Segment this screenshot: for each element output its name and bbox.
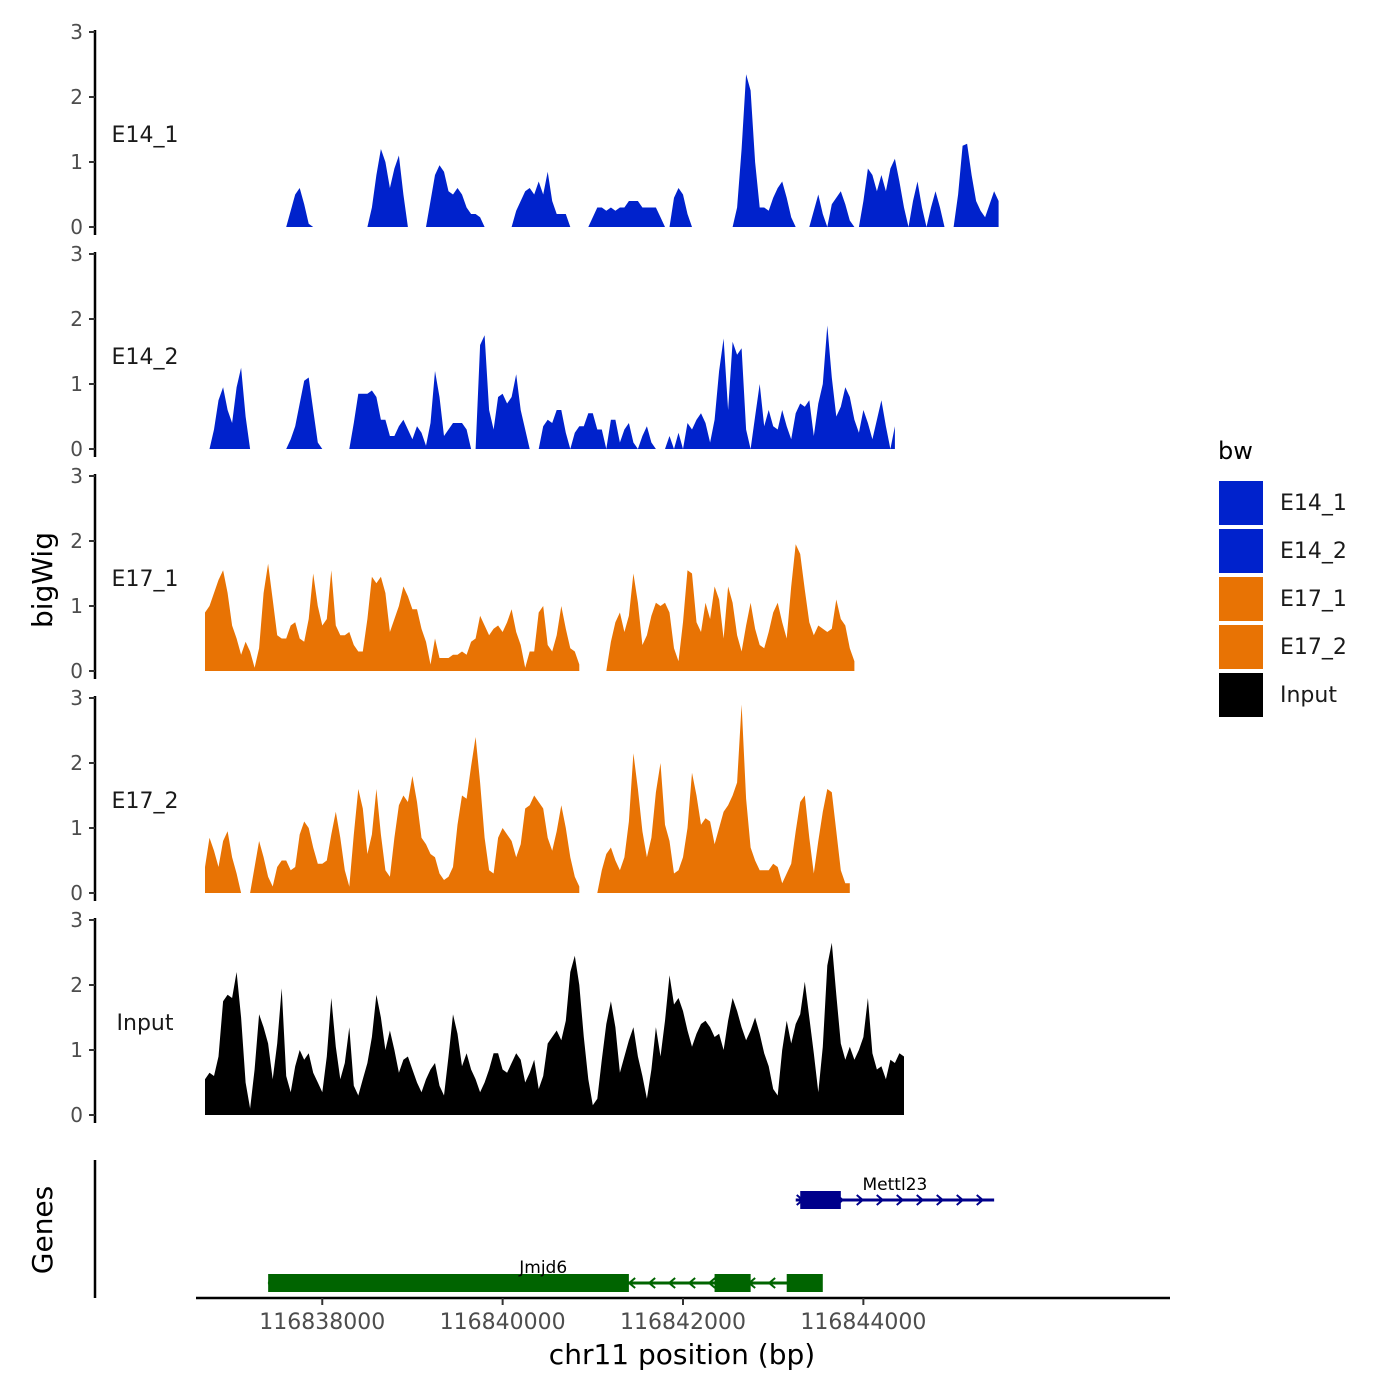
legend-key-E14_1 (1217, 479, 1265, 527)
gene-strand-chevron (936, 1194, 945, 1206)
legend-label: E17_2 (1280, 635, 1347, 660)
y-tick-label: 1 (70, 594, 83, 618)
gene-strand-chevron (667, 1277, 676, 1289)
legend: bw E14_1 E14_2 E17_1 E17_2 Input (1217, 437, 1347, 719)
gene-strand-chevron (627, 1277, 636, 1289)
y-tick-label: 3 (70, 908, 83, 932)
y-tick-label: 2 (70, 307, 83, 331)
tracks-group: 0 1 2 3 E14_1 0 1 2 3 E14_2 0 1 2 3 E17_1 0 1 2 3 E17_2 0 1 2 3… (70, 20, 999, 1127)
legend-key-E17_2 (1217, 623, 1265, 671)
gene-strand-chevron (976, 1194, 985, 1206)
y-tick-label: 1 (70, 150, 83, 174)
track-area-E17_2 (205, 704, 850, 893)
x-tick-label: 116844000 (800, 1310, 926, 1335)
track-E17_2: 0 1 2 3 E17_2 (70, 686, 850, 905)
y-tick-label: 1 (70, 816, 83, 840)
y-tick-label: 3 (70, 464, 83, 488)
legend-label: Input (1280, 683, 1337, 708)
y-tick-label: 2 (70, 85, 83, 109)
track-area-E17_1 (205, 544, 855, 671)
gene-strand-chevron (647, 1277, 656, 1289)
gene-exon (786, 1274, 823, 1292)
genes-group: Mettl23 Jmjd6 (93, 1160, 995, 1298)
track-E14_2: 0 1 2 3 E14_2 (70, 242, 895, 461)
gene-exon (800, 1191, 841, 1209)
gene-Mettl23: Mettl23 (795, 1175, 995, 1209)
y-tick-label: 0 (70, 1103, 83, 1127)
track-Input: 0 1 2 3 Input (70, 908, 904, 1127)
track-label: E14_1 (112, 123, 179, 148)
y-tick-label: 1 (70, 372, 83, 396)
x-axis-title: chr11 position (bp) (549, 1338, 815, 1371)
gene-Jmjd6: Jmjd6 (267, 1258, 823, 1292)
y-tick-label: 0 (70, 881, 83, 905)
track-area-E14_1 (268, 74, 999, 227)
gene-label: Mettl23 (863, 1175, 928, 1195)
legend-label: E14_2 (1280, 539, 1347, 564)
y-tick-label: 3 (70, 20, 83, 44)
legend-label: E17_1 (1280, 587, 1347, 612)
gene-strand-chevron (896, 1194, 905, 1206)
track-label: E17_1 (112, 567, 179, 592)
y-tick-label: 2 (70, 529, 83, 553)
y-tick-label: 0 (70, 659, 83, 683)
track-E17_1: 0 1 2 3 E17_1 (70, 464, 855, 683)
gene-strand-chevron (956, 1194, 965, 1206)
x-tick-label: 116838000 (259, 1310, 385, 1335)
gene-exon (714, 1274, 751, 1292)
gene-strand-chevron (876, 1194, 885, 1206)
gene-strand-chevron (856, 1194, 865, 1206)
y-tick-label: 3 (70, 686, 83, 710)
gene-label: Jmjd6 (518, 1258, 567, 1278)
y-tick-label: 2 (70, 751, 83, 775)
y-axis-title: bigWig (26, 532, 59, 628)
x-axis: 116838000 116840000 116842000 116844000 (196, 1296, 1170, 1335)
track-label: Input (117, 1011, 174, 1036)
y-tick-label: 2 (70, 973, 83, 997)
gene-exon (268, 1274, 629, 1292)
track-area-Input (205, 942, 904, 1115)
gene-strand-chevron (707, 1277, 716, 1289)
track-label: E17_2 (112, 789, 179, 814)
y-tick-label: 3 (70, 242, 83, 266)
legend-label: E14_1 (1280, 491, 1347, 516)
gene-strand-chevron (916, 1194, 925, 1206)
gene-strand-chevron (687, 1277, 696, 1289)
legend-key-E17_1 (1217, 575, 1265, 623)
legend-title: bw (1218, 437, 1253, 465)
y-tick-label: 0 (70, 215, 83, 239)
track-area-E14_2 (209, 325, 895, 449)
y-tick-label: 0 (70, 437, 83, 461)
gene-strand-chevron (767, 1277, 776, 1289)
x-tick-label: 116842000 (620, 1310, 746, 1335)
genes-title: Genes (26, 1186, 59, 1274)
legend-key-Input (1217, 671, 1265, 719)
legend-key-E14_2 (1217, 527, 1265, 575)
track-E14_1: 0 1 2 3 E14_1 (70, 20, 999, 239)
x-tick-label: 116840000 (440, 1310, 566, 1335)
track-label: E14_2 (112, 345, 179, 370)
y-tick-label: 1 (70, 1038, 83, 1062)
